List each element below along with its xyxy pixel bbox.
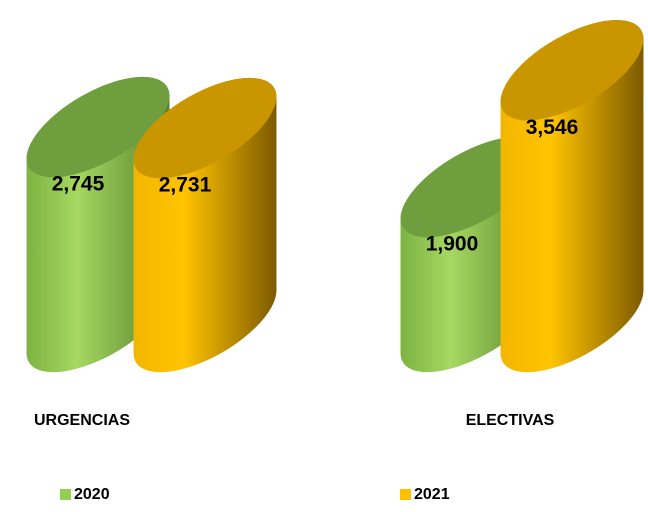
cylinder-top: [26, 76, 170, 178]
legend-label: 2020: [74, 486, 110, 503]
value-label: 1,900: [426, 233, 479, 256]
cylinder: [133, 77, 277, 373]
value-label: 2,731: [159, 174, 212, 197]
cylinder-top: [500, 20, 644, 121]
value-label: 3,546: [526, 116, 579, 139]
legend-swatch: [400, 489, 411, 500]
category-label: ELECTIVAS: [466, 412, 555, 429]
value-label: 2,745: [52, 173, 105, 196]
cylinder-top: [133, 77, 277, 179]
cylinder: [500, 20, 644, 373]
category-label: URGENCIAS: [34, 412, 130, 429]
legend-swatch: [60, 489, 71, 500]
legend-label: 2021: [414, 486, 450, 503]
